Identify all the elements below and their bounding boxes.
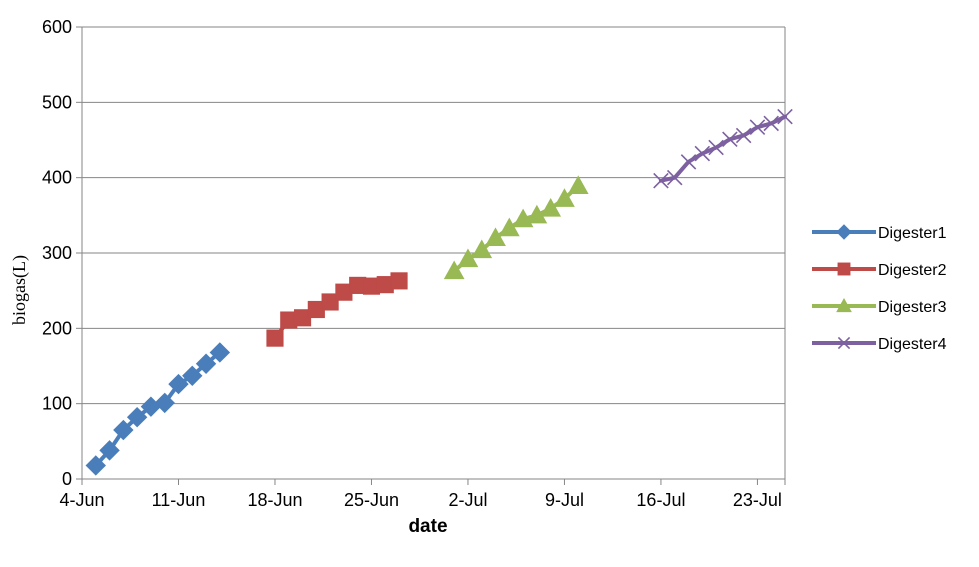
data-point-x bbox=[709, 140, 723, 154]
legend-item-digester4: Digester4 bbox=[812, 336, 947, 353]
legend: Digester1 Digester2 Digester3 Digester4 bbox=[812, 225, 947, 353]
data-point-x bbox=[695, 146, 709, 160]
x-tick-label: 11-Jun bbox=[152, 490, 206, 510]
y-tick-label: 100 bbox=[42, 394, 72, 414]
data-point-square bbox=[838, 263, 850, 275]
y-tick-label: 600 bbox=[42, 17, 72, 37]
x-tick-label: 25-Jun bbox=[344, 490, 399, 510]
y-axis-title: biogas(L) bbox=[9, 255, 30, 325]
y-tick-label: 500 bbox=[42, 92, 72, 112]
legend-item-digester1: Digester1 bbox=[812, 225, 947, 242]
series-line-digester4 bbox=[661, 117, 785, 181]
x-tick-label: 2-Jul bbox=[448, 490, 487, 510]
data-point-diamond bbox=[837, 225, 851, 239]
x-tick-label: 18-Jun bbox=[247, 490, 302, 510]
legend-item-digester3: Digester3 bbox=[812, 299, 947, 316]
series-digester1 bbox=[86, 343, 229, 475]
data-point-x bbox=[681, 155, 695, 169]
legend-label-digester2: Digester2 bbox=[878, 262, 947, 279]
gridlines bbox=[82, 27, 785, 404]
y-tick-label: 300 bbox=[42, 243, 72, 263]
data-point-triangle bbox=[569, 176, 588, 193]
y-tick-label: 200 bbox=[42, 318, 72, 338]
series-digester2 bbox=[267, 273, 407, 346]
x-axis-title: date bbox=[408, 516, 447, 537]
x-tick-label: 9-Jul bbox=[545, 490, 584, 510]
axes: 0 100 200 300 400 500 600 4-Jun 11-Jun 18-Jun 25-J… bbox=[42, 17, 785, 510]
data-point-square bbox=[267, 330, 283, 346]
x-tick-label: 4-Jun bbox=[59, 490, 104, 510]
series-plot-area bbox=[86, 109, 792, 474]
legend-item-digester2: Digester2 bbox=[812, 262, 947, 279]
y-tick-label: 400 bbox=[42, 168, 72, 188]
legend-label-digester4: Digester4 bbox=[878, 336, 947, 353]
legend-label-digester1: Digester1 bbox=[878, 225, 947, 242]
y-tick-label: 0 bbox=[62, 469, 72, 489]
legend-label-digester3: Digester3 bbox=[878, 299, 947, 316]
series-digester4 bbox=[654, 109, 792, 187]
series-digester3 bbox=[445, 176, 588, 278]
x-tick-label: 23-Jul bbox=[733, 490, 782, 510]
x-tick-label: 16-Jul bbox=[636, 490, 685, 510]
data-point-square bbox=[391, 273, 407, 289]
